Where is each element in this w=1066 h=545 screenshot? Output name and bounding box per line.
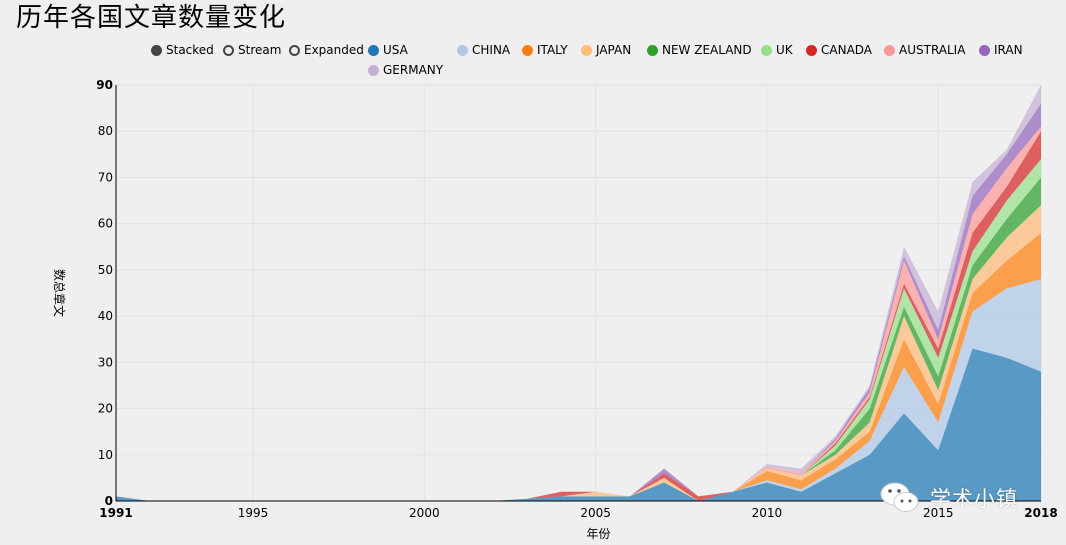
legend-label: CHINA <box>472 43 511 57</box>
legend-item-new-zealand[interactable]: NEW ZEALAND <box>647 42 752 58</box>
legend-label: CANADA <box>821 43 873 57</box>
x-tick-label: 1991 <box>99 506 132 520</box>
control-label: Stream <box>238 43 282 57</box>
legend-swatch-icon <box>581 44 592 56</box>
legend-item-australia[interactable]: AUSTRALIA <box>884 42 965 58</box>
x-tick-label: 2010 <box>752 506 783 520</box>
y-tick-label: 80 <box>98 124 113 138</box>
legend-label: NEW ZEALAND <box>662 43 752 57</box>
legend-swatch-icon <box>368 44 379 56</box>
legend-item-china[interactable]: CHINA <box>457 42 510 58</box>
legend-item-japan[interactable]: JAPAN <box>581 42 631 58</box>
y-tick-label: 90 <box>96 78 113 92</box>
legend-label: JAPAN <box>596 43 632 57</box>
legend-label: USA <box>383 43 408 57</box>
legend-swatch-icon <box>884 44 895 56</box>
x-tick-label: 2005 <box>580 506 611 520</box>
y-axis-title: 数总章文 <box>52 269 67 317</box>
legend-swatch-icon <box>761 44 772 56</box>
x-tick-label: 2015 <box>923 506 954 520</box>
legend-label: ITALY <box>537 43 568 57</box>
legend-item-iran[interactable]: IRAN <box>979 42 1023 58</box>
legend-swatch-icon <box>979 44 990 56</box>
legend-item-uk[interactable]: UK <box>761 42 793 58</box>
legend-label: IRAN <box>994 43 1023 57</box>
radio-icon <box>223 44 234 56</box>
y-tick-label: 70 <box>98 170 113 184</box>
control-expanded[interactable]: Expanded <box>289 42 364 58</box>
legend-swatch-icon <box>457 44 468 56</box>
x-tick-label: 1995 <box>238 506 269 520</box>
radio-icon <box>151 44 162 56</box>
legend-swatch-icon <box>522 44 533 56</box>
wechat-icon <box>880 482 919 512</box>
legend-item-germany[interactable]: GERMANY <box>368 62 443 78</box>
legend-item-usa[interactable]: USA <box>368 42 408 58</box>
area-usa[interactable] <box>116 348 1041 502</box>
x-tick-label: 2018 <box>1024 506 1057 520</box>
watermark: 学术小镇 <box>878 478 1038 518</box>
x-axis-title: 年份 <box>586 527 610 541</box>
legend-item-canada[interactable]: CANADA <box>806 42 872 58</box>
legend-swatch-icon <box>368 64 379 76</box>
control-stream[interactable]: Stream <box>223 42 281 58</box>
y-tick-label: 20 <box>98 402 113 416</box>
control-label: Expanded <box>304 43 364 57</box>
chart-title: 历年各国文章数量变化 <box>16 3 287 33</box>
y-tick-label: 0 <box>105 494 113 508</box>
watermark-text: 学术小镇 <box>930 487 1018 511</box>
legend-swatch-icon <box>647 44 658 56</box>
y-tick-label: 60 <box>98 217 113 231</box>
control-stacked[interactable]: Stacked <box>151 42 214 58</box>
legend-label: AUSTRALIA <box>899 43 966 57</box>
y-tick-label: 30 <box>98 355 113 369</box>
legend-label: GERMANY <box>383 63 444 77</box>
x-tick-label: 2000 <box>409 506 440 520</box>
y-tick-label: 10 <box>98 448 113 462</box>
y-tick-label: 50 <box>98 263 113 277</box>
legend-label: UK <box>776 43 793 57</box>
radio-icon <box>289 44 300 56</box>
legend-swatch-icon <box>806 44 817 56</box>
y-tick-label: 40 <box>98 309 113 323</box>
legend: Stacked Stream Expanded USA CHINA ITALY JAPAN N… <box>0 0 1066 80</box>
legend-item-italy[interactable]: ITALY <box>522 42 568 58</box>
control-label: Stacked <box>166 43 214 57</box>
